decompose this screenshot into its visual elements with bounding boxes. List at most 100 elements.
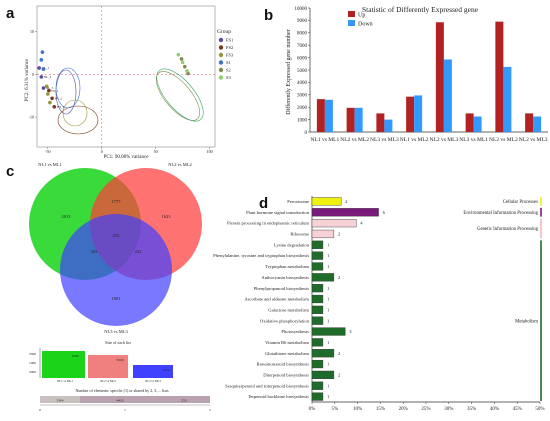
pca-point-fs1: [41, 86, 46, 90]
kegg-pathway-label: Tryptophan metabolism: [265, 264, 309, 269]
pca-legend-label: S1: [226, 60, 231, 65]
venn-region-only-2: 1623: [162, 214, 172, 219]
venn-region-1-3: 303: [91, 249, 99, 254]
size-bar-2-value: 5000: [117, 358, 124, 362]
deg-bar-down: [533, 116, 542, 132]
deg-bar-up: [495, 21, 504, 132]
pca-legend-marker: [218, 52, 224, 58]
kegg-panel: d Peroxisome 2 Plant hormone signal transd…: [213, 195, 544, 412]
deg-y-tick-label: 9000: [297, 19, 308, 24]
size-tick-2: 2000: [29, 370, 36, 374]
kegg-x-tick-label: 40%: [490, 407, 499, 412]
deg-x-label: NL2 vs ML2: [340, 137, 369, 143]
deg-y-tick-label: 4000: [297, 81, 308, 86]
pca-point-label: NL_1: [42, 66, 50, 70]
deg-y-tick-label: 2000: [297, 106, 308, 111]
venn-region-only-1: 2013: [62, 214, 72, 219]
deg-y-tick-label: 5000: [297, 69, 308, 74]
pca-legend-label: FS3: [226, 53, 234, 58]
pca-point-s2: [179, 57, 184, 61]
kegg-bar: [311, 359, 324, 369]
pca-legend-marker: [218, 45, 224, 50]
deg-chart-title: Statistic of Differently Expressed gene: [362, 5, 479, 14]
deg-y-axis-label: Differently Expressed gene number: [285, 29, 292, 114]
ellipse-fs3: [62, 99, 88, 127]
kegg-bar-count: 6: [383, 210, 386, 215]
pca-x-axis-label: PC1: 90.08% variance: [104, 155, 150, 160]
deg-x-label: NL1 vs ML1: [311, 137, 340, 143]
deg-legend: Up Down: [348, 11, 373, 28]
pca-point-fs1: [39, 75, 44, 79]
venn-set-label-2: NL2 vs ML2: [168, 162, 192, 167]
panel-letter-a: a: [6, 5, 15, 22]
venn-set-label-3: NL3 vs ML3: [104, 329, 128, 334]
kegg-bar-count: 1: [327, 318, 330, 323]
deg-bar-up: [346, 107, 355, 132]
pca-x-tick-label: -50: [45, 149, 50, 154]
pca-point-s1: [39, 58, 44, 62]
stack-axis-0: 0: [39, 408, 41, 412]
kegg-pathway-label: Plant hormone signal transduction: [246, 210, 310, 215]
kegg-pathway-label: Photosynthesis: [281, 329, 309, 334]
pca-legend-label: S2: [226, 68, 231, 73]
kegg-bar: [311, 327, 346, 336]
deg-bars: [316, 21, 542, 132]
kegg-x-tick-label: 30%: [444, 407, 453, 412]
kegg-pathway-label: Peroxisome: [287, 199, 309, 204]
pca-x-tick-label: 50: [154, 149, 158, 154]
pca-legend-items: FS1 FS2 FS3 S1 S2 S3: [218, 37, 234, 80]
stack-value-3: 253: [181, 399, 187, 403]
kegg-pathway-label: Anthocyanin biosynthesis: [261, 275, 309, 280]
kegg-pathway-label: Oxidative phosphorylation: [260, 318, 310, 323]
legend-swatch-up: [348, 11, 355, 17]
pca-legend-marker: [218, 67, 224, 73]
pca-point-label: NL_2: [44, 75, 52, 79]
venn-region-1-2: 1777: [112, 199, 122, 204]
pca-point-label: NL_3: [46, 86, 54, 90]
deg-bar-up: [525, 113, 534, 132]
kegg-bar-count: 1: [327, 286, 330, 291]
stack-segment-specific: [40, 396, 80, 403]
kegg-bar: [311, 240, 324, 249]
kegg-bar: [311, 284, 324, 293]
pca-point-fs3: [44, 84, 49, 89]
kegg-category-groups: Cellular Processes Environmental Informat…: [463, 197, 542, 401]
pca-point-fs2: [47, 88, 51, 93]
kegg-pathway-label: Protein processing in endoplasmic reticu…: [227, 221, 309, 226]
pca-point-s1: [41, 67, 46, 72]
pca-point-label: FN_2: [55, 96, 63, 100]
kegg-x-tick-label: 15%: [376, 407, 385, 412]
deg-bar-down: [443, 59, 452, 132]
kegg-pathway-label: Vitamin B6 metabolism: [265, 340, 309, 345]
kegg-bar: [311, 381, 324, 390]
panel-letter-b: b: [264, 7, 273, 24]
stack-value-1: 5304: [57, 399, 64, 403]
kegg-bar: [311, 392, 324, 401]
deg-panel: b Statistic of Differently Expressed gen…: [264, 5, 548, 143]
ellipse-s1: [55, 67, 81, 109]
pca-point-label: FN_1: [51, 89, 59, 93]
kegg-bar: [311, 251, 324, 260]
pca-point-s3: [176, 52, 181, 57]
kegg-x-tick-label: 25%: [421, 407, 430, 412]
pca-point-fs1: [37, 66, 41, 70]
pca-y-axis-label: PC2: 6.31% variance: [25, 58, 30, 101]
kegg-bar-count: 3: [349, 329, 352, 334]
pca-legend-marker: [218, 37, 224, 43]
pca-y-tick-label: 10: [30, 29, 34, 34]
kegg-bar: [311, 273, 335, 282]
pca-legend-marker: [218, 60, 224, 65]
kegg-bar-count: 1: [327, 362, 330, 367]
size-bar-3: [133, 365, 173, 378]
kegg-pathway-label: Lysine degradation: [274, 242, 310, 247]
deg-bar-down: [473, 116, 482, 132]
pca-y-tick-label: -10: [29, 115, 34, 120]
deg-bar-down: [324, 99, 333, 132]
deg-bar-up: [316, 99, 325, 132]
pca-legend-label: FS1: [226, 38, 233, 43]
pca-point-s2: [182, 64, 187, 69]
deg-y-tick-label: 0: [305, 131, 308, 136]
